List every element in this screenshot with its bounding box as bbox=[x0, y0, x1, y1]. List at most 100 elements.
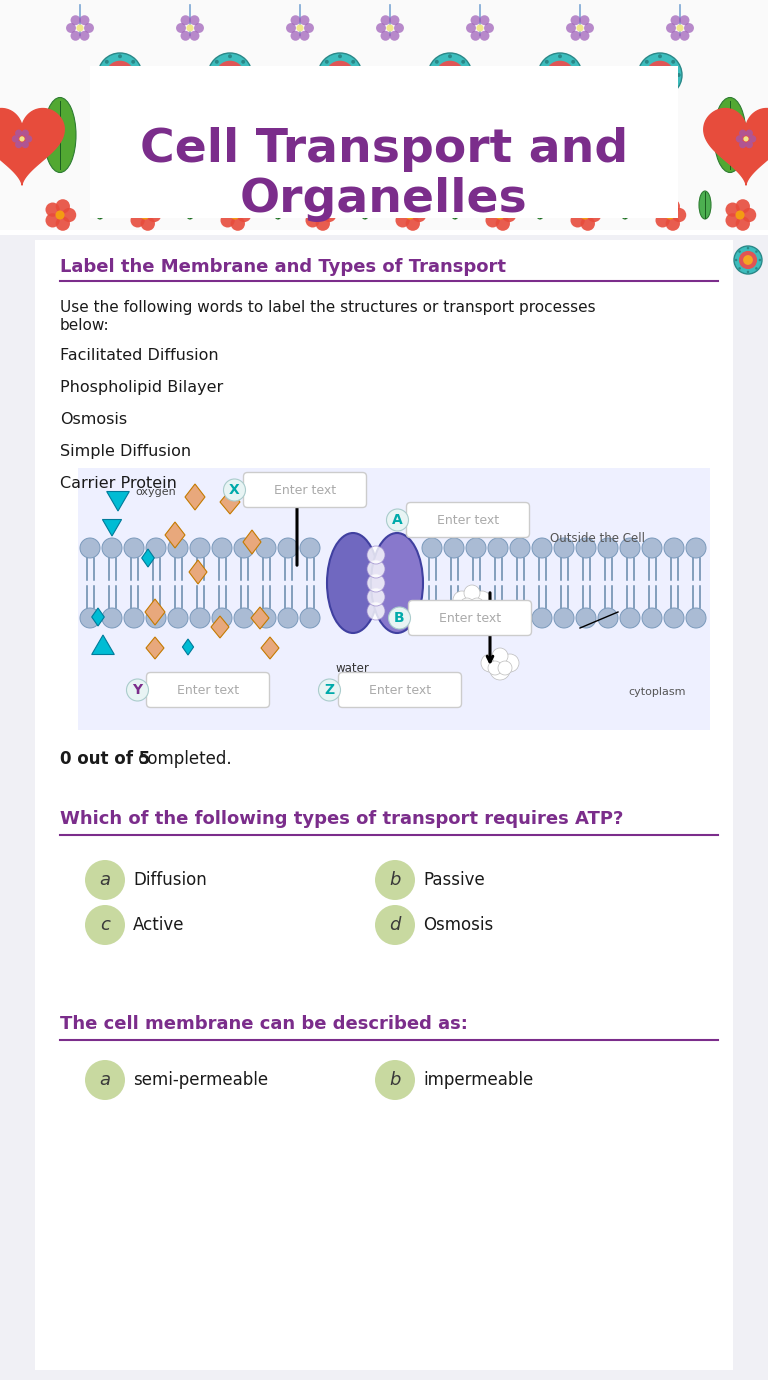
Circle shape bbox=[577, 25, 584, 32]
Circle shape bbox=[473, 591, 491, 609]
Circle shape bbox=[326, 61, 354, 90]
Circle shape bbox=[502, 208, 516, 222]
FancyBboxPatch shape bbox=[406, 502, 529, 537]
Circle shape bbox=[422, 538, 442, 558]
Circle shape bbox=[381, 30, 390, 41]
Circle shape bbox=[316, 199, 330, 214]
Circle shape bbox=[180, 15, 190, 25]
Circle shape bbox=[367, 588, 385, 606]
Circle shape bbox=[367, 546, 385, 564]
Circle shape bbox=[581, 210, 590, 219]
Circle shape bbox=[412, 208, 426, 222]
Circle shape bbox=[141, 210, 150, 219]
Circle shape bbox=[759, 258, 761, 261]
Circle shape bbox=[80, 609, 100, 628]
Circle shape bbox=[247, 73, 250, 77]
Circle shape bbox=[66, 23, 76, 33]
Circle shape bbox=[12, 135, 19, 142]
Text: Enter text: Enter text bbox=[439, 611, 501, 625]
Polygon shape bbox=[211, 615, 229, 638]
Polygon shape bbox=[102, 519, 121, 535]
Circle shape bbox=[571, 213, 584, 228]
Circle shape bbox=[127, 679, 148, 701]
Circle shape bbox=[584, 23, 594, 33]
Circle shape bbox=[168, 538, 188, 558]
Ellipse shape bbox=[327, 533, 379, 633]
Circle shape bbox=[322, 208, 336, 222]
Circle shape bbox=[190, 15, 200, 25]
Circle shape bbox=[755, 268, 758, 269]
Circle shape bbox=[216, 61, 244, 90]
Ellipse shape bbox=[339, 98, 371, 172]
Circle shape bbox=[141, 199, 155, 214]
FancyBboxPatch shape bbox=[243, 472, 366, 508]
Text: Diffusion: Diffusion bbox=[133, 871, 207, 889]
Circle shape bbox=[176, 23, 186, 33]
Circle shape bbox=[479, 15, 489, 25]
Text: impermeable: impermeable bbox=[423, 1071, 533, 1089]
FancyBboxPatch shape bbox=[409, 600, 531, 636]
Circle shape bbox=[228, 54, 232, 58]
Circle shape bbox=[444, 538, 464, 558]
Circle shape bbox=[462, 59, 465, 63]
Circle shape bbox=[80, 538, 100, 558]
Circle shape bbox=[476, 25, 484, 32]
Circle shape bbox=[466, 538, 486, 558]
Circle shape bbox=[672, 208, 687, 222]
Circle shape bbox=[187, 25, 194, 32]
Circle shape bbox=[306, 213, 319, 228]
Circle shape bbox=[220, 203, 235, 217]
Circle shape bbox=[666, 23, 676, 33]
Circle shape bbox=[488, 661, 502, 675]
Circle shape bbox=[71, 30, 81, 41]
Circle shape bbox=[131, 86, 135, 90]
Text: Label the Membrane and Types of Transport: Label the Membrane and Types of Transpor… bbox=[60, 258, 506, 276]
Circle shape bbox=[124, 538, 144, 558]
Circle shape bbox=[71, 15, 81, 25]
Text: a: a bbox=[100, 1071, 111, 1089]
Text: 0 out of 5: 0 out of 5 bbox=[60, 749, 151, 769]
Circle shape bbox=[453, 591, 471, 609]
Text: a: a bbox=[100, 871, 111, 889]
FancyBboxPatch shape bbox=[147, 672, 270, 708]
Circle shape bbox=[571, 203, 584, 217]
Circle shape bbox=[146, 609, 166, 628]
Circle shape bbox=[286, 23, 296, 33]
Circle shape bbox=[212, 538, 232, 558]
Circle shape bbox=[104, 86, 109, 90]
Polygon shape bbox=[183, 639, 194, 656]
Text: below:: below: bbox=[60, 317, 110, 333]
Circle shape bbox=[296, 25, 303, 32]
Text: completed.: completed. bbox=[133, 749, 232, 769]
Circle shape bbox=[333, 68, 348, 83]
Circle shape bbox=[652, 68, 667, 83]
Circle shape bbox=[375, 905, 415, 945]
Circle shape bbox=[642, 538, 662, 558]
Circle shape bbox=[220, 213, 235, 228]
Circle shape bbox=[743, 137, 749, 142]
Circle shape bbox=[22, 141, 29, 148]
Circle shape bbox=[99, 73, 103, 77]
Circle shape bbox=[84, 23, 94, 33]
Circle shape bbox=[85, 860, 125, 900]
Circle shape bbox=[190, 30, 200, 41]
Circle shape bbox=[278, 538, 298, 558]
Circle shape bbox=[545, 59, 549, 63]
Circle shape bbox=[406, 217, 420, 230]
Circle shape bbox=[539, 73, 543, 77]
Circle shape bbox=[319, 679, 340, 701]
Circle shape bbox=[746, 270, 750, 273]
Circle shape bbox=[222, 68, 238, 83]
Circle shape bbox=[102, 609, 122, 628]
Circle shape bbox=[581, 199, 595, 214]
Circle shape bbox=[290, 15, 300, 25]
Circle shape bbox=[466, 23, 476, 33]
Circle shape bbox=[112, 68, 127, 83]
Circle shape bbox=[381, 15, 390, 25]
Polygon shape bbox=[261, 638, 279, 660]
Text: Z: Z bbox=[324, 683, 335, 697]
Circle shape bbox=[210, 73, 214, 77]
Polygon shape bbox=[142, 549, 154, 567]
Circle shape bbox=[319, 73, 323, 77]
Circle shape bbox=[488, 538, 508, 558]
